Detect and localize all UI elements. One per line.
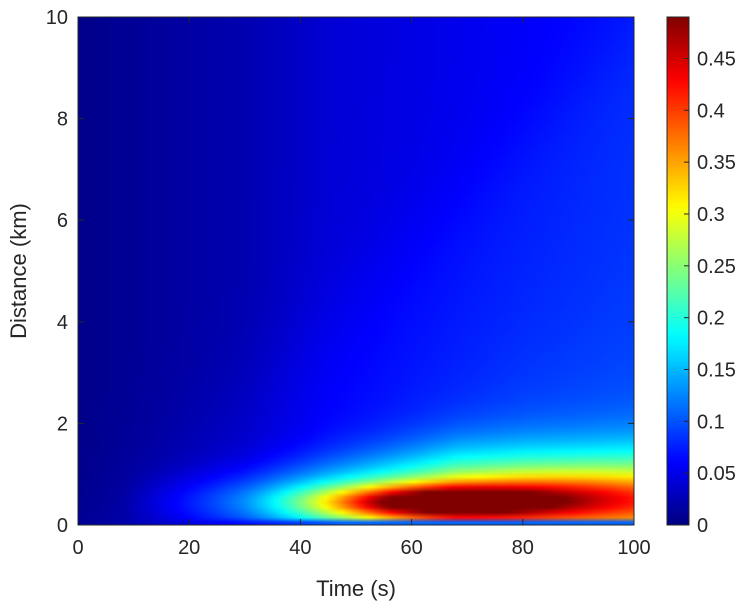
y-tick-label: 2 <box>57 413 68 435</box>
colorbar: 0 0.05 0.1 0.15 0.2 0.25 0.3 0.35 0.4 0.45 <box>666 16 736 537</box>
y-axis-label: Distance (km) <box>6 203 31 339</box>
colorbar-tick-label: 0.3 <box>697 204 725 226</box>
y-tick-label: 10 <box>46 7 68 29</box>
colorbar-tick-label: 0.1 <box>697 411 725 433</box>
heatmap-image <box>78 17 634 525</box>
x-tick-label: 80 <box>512 537 534 559</box>
colorbar-tick-label: 0 <box>697 515 708 537</box>
colorbar-tick-label: 0.15 <box>697 359 736 381</box>
y-tick-label: 8 <box>57 109 68 131</box>
x-tick-label: 20 <box>178 537 200 559</box>
x-axis-ticks: 0 20 40 60 80 100 <box>72 17 651 559</box>
y-tick-label: 0 <box>57 515 68 537</box>
colorbar-frame <box>666 16 690 526</box>
y-tick-label: 4 <box>57 312 68 334</box>
plot-frame <box>77 16 635 526</box>
colorbar-gradient <box>667 17 689 525</box>
colorbar-tick-label: 0.05 <box>697 463 736 485</box>
colorbar-tick-label: 0.35 <box>697 152 736 174</box>
heatmap-plot-area <box>77 16 635 526</box>
colorbar-ticks: 0 0.05 0.1 0.15 0.2 0.25 0.3 0.35 0.4 0.45 <box>684 48 736 537</box>
colorbar-tick-label: 0.25 <box>697 256 736 278</box>
x-tick-label: 60 <box>400 537 422 559</box>
x-tick-label: 0 <box>72 537 83 559</box>
x-tick-label: 100 <box>617 537 650 559</box>
y-tick-label: 6 <box>57 210 68 232</box>
x-tick-label: 40 <box>289 537 311 559</box>
y-axis-ticks: 0 2 4 6 8 10 <box>46 7 634 537</box>
x-axis-label: Time (s) <box>316 576 396 601</box>
colorbar-tick-label: 0.2 <box>697 308 725 330</box>
colorbar-tick-label: 0.45 <box>697 48 736 70</box>
colorbar-tick-label: 0.4 <box>697 100 725 122</box>
